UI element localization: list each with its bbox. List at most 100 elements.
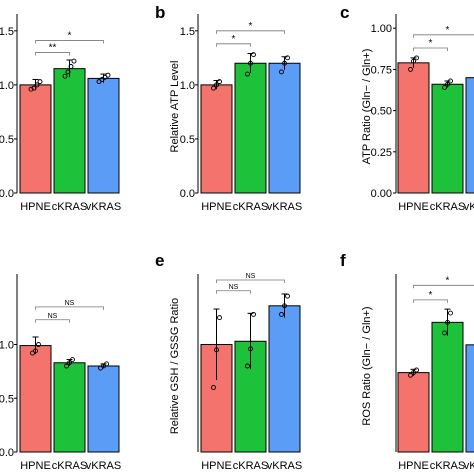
data-point bbox=[31, 85, 37, 91]
data-point bbox=[70, 357, 75, 362]
data-point bbox=[248, 60, 253, 66]
bar-vKRAS bbox=[465, 344, 474, 453]
panel-letter: c bbox=[340, 3, 349, 22]
panel-e: Relative GSH / GSSG Ratio e HPNE cKRASvKRAS… bbox=[155, 251, 302, 472]
data-point bbox=[442, 85, 447, 91]
significance-label: NS bbox=[65, 300, 75, 307]
significance-bracket bbox=[413, 34, 474, 38]
y-tick-label: 1.5 bbox=[0, 26, 14, 38]
y-tick-label: 0.0 bbox=[0, 447, 14, 459]
x-tick-label-HPNE: HPNE bbox=[20, 460, 51, 472]
panel-letter: e bbox=[155, 251, 164, 270]
x-tick-label-HPNE: HPNE bbox=[201, 460, 232, 472]
data-point bbox=[214, 347, 219, 353]
x-tick-label-cKRAS: cKRAS bbox=[52, 460, 87, 472]
y-axis-title: ATP Ratio (Gln− / Gln+) bbox=[361, 49, 373, 165]
data-point bbox=[71, 58, 77, 64]
significance-label: * bbox=[249, 21, 253, 32]
data-point bbox=[411, 58, 416, 64]
data-point bbox=[67, 360, 72, 366]
significance-bracket bbox=[413, 47, 448, 52]
bar-vKRAS bbox=[87, 365, 120, 453]
bar-vKRAS bbox=[268, 62, 301, 194]
data-point bbox=[411, 370, 416, 376]
bar-vKRAS bbox=[465, 77, 474, 194]
bar-cKRAS bbox=[234, 62, 267, 194]
significance-label: * bbox=[232, 34, 236, 45]
bar-HPNE bbox=[200, 84, 233, 194]
data-point bbox=[34, 82, 40, 88]
data-point bbox=[28, 86, 34, 92]
data-point bbox=[211, 385, 216, 390]
data-point bbox=[445, 319, 450, 325]
bar-cKRAS bbox=[53, 68, 86, 194]
significance-bracket bbox=[35, 319, 70, 323]
significance-bracket bbox=[413, 299, 448, 303]
x-tick-label-cKRAS: cKRAS bbox=[233, 201, 268, 213]
y-tick-label: 0.0 bbox=[0, 188, 14, 200]
x-tick-label-vKRAS: vKRAS bbox=[86, 201, 121, 213]
data-point bbox=[408, 66, 413, 72]
significance-bracket bbox=[35, 52, 70, 56]
data-point bbox=[33, 348, 38, 354]
significance-label: * bbox=[429, 38, 433, 49]
bar-cKRAS bbox=[53, 362, 86, 453]
bar-HPNE bbox=[19, 84, 52, 194]
x-tick-label-vKRAS: vKRAS bbox=[267, 201, 302, 213]
data-point bbox=[217, 315, 222, 321]
y-tick-label: 1.0 bbox=[180, 80, 195, 92]
data-point bbox=[251, 52, 256, 58]
y-tick-label: 1.0 bbox=[0, 340, 14, 352]
significance-label: * bbox=[446, 275, 450, 286]
data-point bbox=[36, 342, 41, 347]
y-axis-title: ROS Ratio (Gln− / Gln+) bbox=[361, 306, 373, 425]
significance-bracket bbox=[216, 43, 251, 47]
data-point bbox=[245, 363, 250, 369]
y-tick-label: 1.00 bbox=[371, 23, 392, 35]
significance-bracket bbox=[216, 290, 251, 294]
data-point bbox=[442, 330, 447, 336]
y-tick-label: 1.0 bbox=[0, 80, 14, 92]
significance-bracket bbox=[35, 40, 104, 44]
data-point bbox=[245, 71, 250, 77]
bar-cKRAS bbox=[431, 83, 464, 194]
data-point bbox=[68, 64, 74, 69]
data-point bbox=[214, 82, 219, 88]
data-point bbox=[65, 69, 71, 75]
data-point bbox=[251, 311, 256, 317]
y-axis-title: Relative GSH / GSSG Ratio bbox=[169, 298, 181, 434]
significance-label: NS bbox=[48, 313, 58, 320]
data-point bbox=[62, 73, 68, 79]
data-point bbox=[105, 72, 111, 78]
data-point bbox=[285, 55, 290, 61]
y-axis-title: Relative ATP Level bbox=[169, 61, 181, 153]
x-tick-label-vKRAS: vKRAS bbox=[267, 460, 302, 472]
data-point bbox=[104, 361, 109, 367]
y-tick-label: 0.0 bbox=[180, 188, 195, 200]
data-point bbox=[445, 81, 450, 87]
significance-bracket bbox=[216, 30, 285, 34]
data-point bbox=[282, 60, 287, 66]
significance-label: * bbox=[446, 25, 450, 36]
significance-label: ** bbox=[49, 42, 57, 53]
x-tick-label-HPNE: HPNE bbox=[398, 460, 429, 472]
significance-label: NS bbox=[246, 273, 256, 280]
data-point bbox=[414, 55, 419, 61]
data-point bbox=[279, 311, 284, 317]
y-tick-label: 0.5 bbox=[0, 393, 14, 405]
bar-HPNE bbox=[397, 372, 430, 453]
data-point bbox=[211, 85, 216, 91]
y-tick-label: 0.50 bbox=[371, 106, 392, 118]
significance-label: * bbox=[68, 31, 72, 42]
data-point bbox=[448, 78, 453, 84]
x-tick-label-cKRAS: cKRAS bbox=[430, 201, 465, 213]
x-tick-label-cKRAS: cKRAS bbox=[52, 201, 87, 213]
bar-cKRAS bbox=[431, 321, 464, 453]
significance-label: NS bbox=[229, 284, 239, 291]
data-point bbox=[248, 346, 253, 352]
x-tick-label-vKRAS: vKRAS bbox=[464, 460, 474, 472]
significance-bracket bbox=[413, 284, 474, 289]
